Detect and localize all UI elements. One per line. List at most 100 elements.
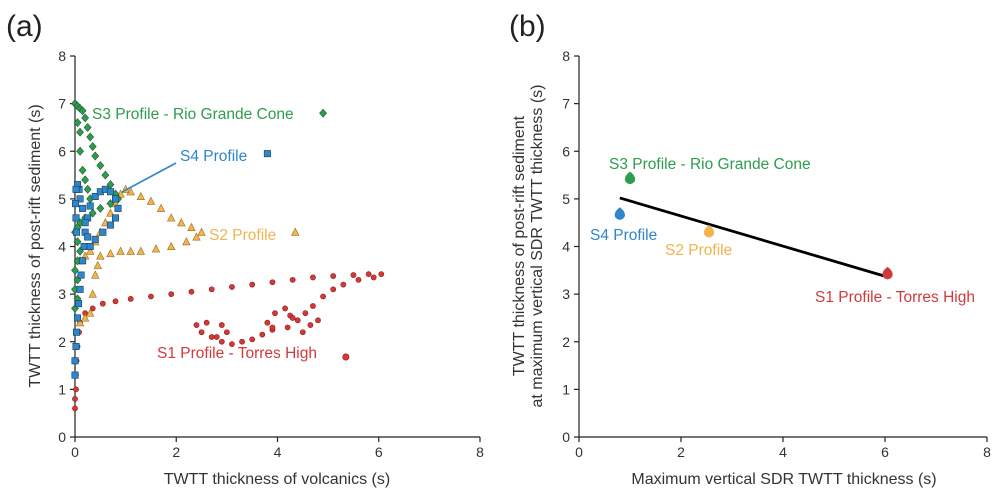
x-tick-label-b: 8 (983, 444, 991, 460)
point-s1 (350, 272, 357, 278)
point-s3 (83, 184, 92, 194)
point-s3 (91, 151, 100, 161)
point-s2 (156, 203, 166, 212)
y-axis-title-b-line2: at maximum vertical SDR TWTT thickness (… (529, 84, 546, 407)
point-s4 (72, 214, 80, 222)
point-s1 (370, 274, 377, 281)
point-s1 (249, 336, 256, 343)
point-s4 (106, 221, 114, 229)
outlier-s1 (342, 353, 350, 361)
y-tick-label-b: 1 (562, 381, 570, 397)
point-s4 (81, 219, 89, 227)
point-s4 (84, 233, 92, 241)
point-s1 (72, 405, 78, 412)
y-tick-label-a: 4 (58, 239, 66, 255)
series-s2-points (75, 184, 206, 327)
annotation-s1-a: S1 Profile - Torres High (157, 345, 317, 362)
point-s1 (127, 295, 134, 302)
point-s1 (330, 273, 337, 279)
point-s1 (310, 274, 316, 281)
point-s1 (282, 305, 288, 312)
point-s1 (89, 305, 96, 312)
point-s1 (320, 293, 326, 300)
point-s2-b (703, 224, 715, 238)
panel-label-b: (b) (509, 10, 546, 43)
trend-line (619, 196, 888, 279)
point-s1 (365, 271, 372, 278)
point-s2 (166, 241, 176, 250)
point-s1 (218, 338, 225, 345)
point-s1 (73, 386, 79, 393)
point-s1 (299, 329, 306, 336)
y-tick-label-b: 6 (562, 143, 570, 159)
point-s2 (166, 213, 176, 222)
annotation-s3-b: S3 Profile - Rio Grande Cone (609, 156, 811, 173)
point-s3 (78, 165, 87, 175)
point-s4 (76, 195, 84, 203)
y-tick-label-b: 5 (562, 191, 570, 207)
point-s3 (76, 146, 84, 156)
outlier-s4 (263, 150, 271, 158)
y-tick-label-a: 8 (58, 48, 66, 64)
x-axis-title-b: Maximum vertical SDR TWTT thickness (s) (631, 471, 936, 488)
point-s1 (340, 281, 347, 288)
point-s3-b (624, 171, 636, 185)
x-tick-label-b: 6 (881, 444, 889, 460)
point-s1 (218, 322, 225, 328)
point-s1-b (882, 266, 893, 280)
point-s3 (96, 203, 105, 213)
point-s2 (116, 246, 125, 255)
point-s2 (192, 232, 201, 241)
point-s4 (91, 192, 99, 200)
y-tick-label-a: 3 (58, 286, 66, 302)
point-s1 (188, 288, 195, 295)
point-s1 (284, 324, 291, 331)
annotation-s2-b: S2 Profile (665, 242, 732, 259)
point-s2 (75, 318, 85, 327)
point-s2 (136, 246, 146, 255)
point-s2 (85, 308, 95, 317)
point-s1 (229, 341, 235, 348)
point-s3 (81, 113, 90, 123)
point-s3 (73, 237, 82, 247)
x-tick-label-b: 0 (575, 444, 583, 460)
point-s1 (168, 291, 175, 298)
point-s2 (106, 248, 115, 258)
point-s1 (378, 271, 385, 278)
point-s4-b (614, 207, 625, 220)
point-s1 (269, 324, 276, 331)
y-axis-title-a: TWTT thickness of post-rift sediment (s) (27, 104, 44, 387)
point-s3 (73, 118, 82, 128)
x-axis-title-a: TWTT thickness of volcanics (s) (164, 471, 390, 488)
point-s1 (307, 322, 314, 328)
point-s4 (74, 314, 82, 322)
x-tick-label-a: 4 (274, 444, 282, 460)
point-s4 (77, 271, 85, 279)
x-tick-label-a: 2 (172, 444, 180, 460)
annotation-s3-a: S3 Profile - Rio Grande Cone (92, 106, 294, 123)
point-s3 (101, 170, 110, 180)
y-tick-label-a: 0 (58, 429, 66, 445)
series-s1-points (72, 271, 385, 412)
point-s1 (208, 286, 215, 293)
x-tick-label-b: 2 (677, 444, 685, 460)
point-s1 (203, 319, 210, 326)
point-s2 (182, 237, 191, 246)
x-tick-label-a: 6 (375, 444, 383, 460)
point-s2 (197, 227, 206, 236)
point-s1 (112, 298, 119, 305)
y-axis-title-b-line1: TWTT thickness of post-rift sediment (511, 115, 528, 376)
y-tick-label-b: 2 (562, 334, 570, 350)
panel-a-plot: 0 2 4 6 8 0 1 2 3 4 5 6 7 8 S3 Profile - Rio Grande Co… (58, 48, 484, 460)
point-s1 (289, 276, 296, 283)
point-s4 (76, 285, 84, 293)
y-tick-label-b: 0 (562, 429, 570, 445)
point-s4 (112, 214, 120, 222)
annotation-s1-b: S1 Profile - Torres High (815, 289, 975, 306)
point-s4 (71, 357, 79, 365)
y-tick-label-b: 7 (562, 96, 570, 112)
point-s1 (208, 334, 215, 340)
point-s3 (71, 265, 79, 275)
point-s1 (315, 317, 321, 324)
